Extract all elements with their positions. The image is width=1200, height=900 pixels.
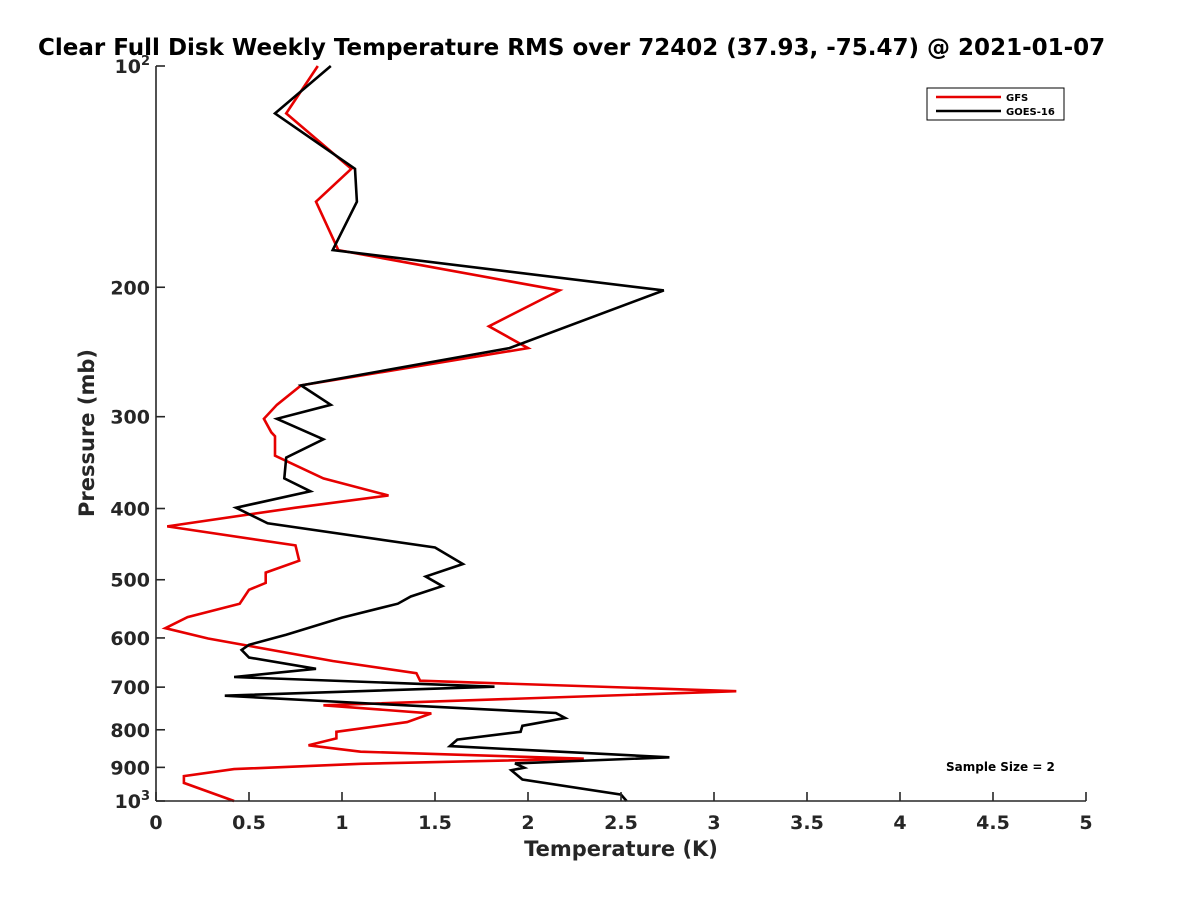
legend-entry-label: GFS xyxy=(1006,93,1028,104)
x-tick-label: 3 xyxy=(707,812,720,834)
x-tick-label: 4.5 xyxy=(976,812,1010,834)
legend-box xyxy=(926,87,1065,121)
x-tick-label: 0 xyxy=(149,812,162,834)
y-tick-label: 500 xyxy=(110,570,150,592)
y-tick-label: 200 xyxy=(110,277,150,299)
series-line-gfs xyxy=(161,65,737,803)
x-tick-label: 3.5 xyxy=(790,812,824,834)
y-tick-label: 103 xyxy=(115,789,151,813)
y-tick-label: 600 xyxy=(110,628,150,650)
x-axis-label: Temperature (K) xyxy=(524,837,718,861)
x-tick-label: 4 xyxy=(893,812,906,834)
y-tick-label: 102 xyxy=(115,54,151,78)
y-tick-label: 300 xyxy=(110,407,150,429)
chart-title: Clear Full Disk Weekly Temperature RMS o… xyxy=(38,35,1105,61)
series-layer xyxy=(161,65,737,803)
x-tick-label: 5 xyxy=(1079,812,1092,834)
x-ticks: 0 0.5 1 1.5 2 2.5 3 3.5 4 4.5 5 xyxy=(149,792,1093,834)
x-tick-label: 1.5 xyxy=(418,812,452,834)
x-tick-label: 0.5 xyxy=(232,812,266,834)
x-tick-label: 1 xyxy=(335,812,348,834)
x-tick-label: 2 xyxy=(521,812,534,834)
series-line-goes-16 xyxy=(224,65,670,802)
y-ticks: 102 200 300 400 500 600 700 800 900 103 xyxy=(110,54,165,813)
y-tick-label: 900 xyxy=(110,757,150,779)
y-tick-label: 700 xyxy=(110,677,150,699)
plot-area xyxy=(156,66,1086,801)
legend-entry-label: GOES-16 xyxy=(1006,107,1055,118)
y-tick-label: 400 xyxy=(110,499,150,521)
y-axis-label: Pressure (mb) xyxy=(75,349,99,517)
x-tick-label: 2.5 xyxy=(604,812,638,834)
y-tick-label: 800 xyxy=(110,720,150,742)
sample-size-annotation: Sample Size = 2 xyxy=(946,760,1055,774)
legend: GFS GOES-16 xyxy=(926,87,1065,121)
